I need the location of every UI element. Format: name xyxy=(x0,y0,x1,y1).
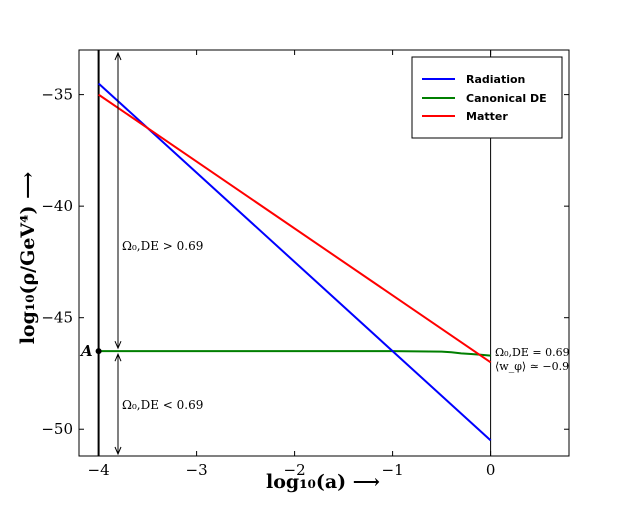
y-axis-label: log₁₀(ρ/GeV⁴) ⟶ xyxy=(17,172,39,345)
x-tick-label: −3 xyxy=(186,461,208,479)
lower-arrow-head-top xyxy=(114,352,122,362)
right-annotation-line1: Ω₀,DE = 0.69 xyxy=(495,346,570,359)
series-lines xyxy=(97,82,492,442)
legend: Radiation Canonical DE Matter xyxy=(411,56,563,139)
point-a-label: A xyxy=(79,342,93,360)
point-a-marker xyxy=(95,348,102,355)
y-tick-label: −45 xyxy=(41,309,73,327)
y-ticks: −35 −40 −45 −50 xyxy=(41,86,569,438)
lower-region-label: Ω₀,DE < 0.69 xyxy=(122,398,203,412)
annotation-arrows xyxy=(114,51,122,456)
legend-label-canonical-de: Canonical DE xyxy=(466,92,547,105)
x-tick-label: −2 xyxy=(284,461,306,479)
plot-frame xyxy=(78,49,570,457)
right-annotation-line2: ⟨w_φ⟩ ≃ −0.9 xyxy=(495,360,569,373)
series-line-canonical-de xyxy=(98,350,491,357)
y-tick-label: −35 xyxy=(41,86,73,104)
legend-label-matter: Matter xyxy=(466,110,508,123)
upper-region-label: Ω₀,DE > 0.69 xyxy=(122,239,203,253)
x-axis-label: log₁₀(a) ⟶ xyxy=(266,471,380,493)
upper-arrow-head-top xyxy=(114,51,122,61)
series-line-matter xyxy=(98,93,492,364)
upper-arrow-head-bottom xyxy=(114,340,122,350)
y-tick-label: −50 xyxy=(41,420,73,438)
lower-arrow-head-bottom xyxy=(114,446,122,456)
x-tick-label: −1 xyxy=(382,461,404,479)
y-tick-label: −40 xyxy=(41,197,73,215)
x-tick-label: −4 xyxy=(88,461,110,479)
series-line-radiation xyxy=(97,82,492,442)
x-ticks: −4 −3 −2 −1 0 xyxy=(88,50,496,479)
x-tick-label: 0 xyxy=(486,461,496,479)
legend-label-radiation: Radiation xyxy=(466,73,525,86)
